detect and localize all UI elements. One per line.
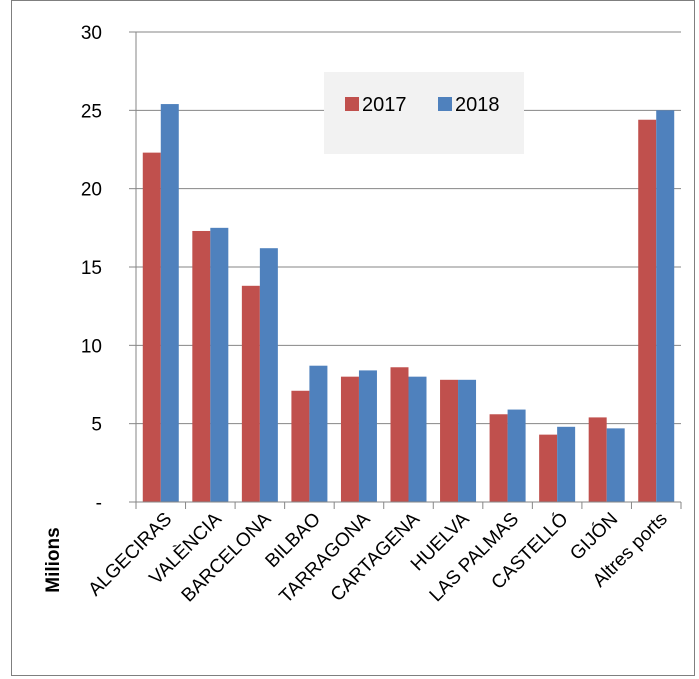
bar-2017 <box>192 230 211 502</box>
bar-2018 <box>606 428 625 502</box>
y-tick-label: 20 <box>81 180 102 201</box>
legend-label: 2017 <box>362 94 407 116</box>
bar-2017 <box>539 434 558 502</box>
bar-2017 <box>489 414 508 502</box>
bars <box>142 104 675 503</box>
legend: 2017 2018 <box>324 72 524 154</box>
bar-2017 <box>638 119 657 502</box>
bar-2018 <box>259 248 278 502</box>
legend-box <box>324 72 524 154</box>
bar-2017 <box>588 417 607 502</box>
bar-2018 <box>557 426 576 502</box>
bar-2018 <box>358 370 377 502</box>
y-tick-label: 10 <box>81 336 102 357</box>
y-tick-label: 30 <box>81 23 102 44</box>
axes <box>129 31 682 509</box>
bar-2018 <box>458 379 477 502</box>
bar-2018 <box>160 104 179 503</box>
x-tick-labels: ALGECIRASVALÈNCIABARCELONABILBAOTARRAGON… <box>85 508 672 608</box>
bar-2017 <box>390 367 409 502</box>
bar-2017 <box>340 376 359 502</box>
y-axis-label: Milions <box>43 527 64 592</box>
legend-swatch-2017 <box>345 97 359 111</box>
y-tick-label: 15 <box>81 258 102 279</box>
bar-2017 <box>291 390 310 502</box>
bar-2017 <box>241 285 260 502</box>
bar-2018 <box>507 409 526 502</box>
bar-2017 <box>440 379 459 502</box>
legend-label: 2018 <box>455 94 500 116</box>
y-tick-label: 5 <box>91 415 102 436</box>
y-tick-label: 25 <box>81 101 102 122</box>
bar-2018 <box>309 365 328 502</box>
y-tick-labels: - 5 10 15 20 25 30 <box>81 23 102 514</box>
y-tick-label: - <box>96 493 102 514</box>
bar-2017 <box>142 152 161 502</box>
bar-2018 <box>210 227 229 503</box>
bar-2018 <box>408 376 427 502</box>
legend-swatch-2018 <box>438 97 452 111</box>
bar-2018 <box>656 110 675 502</box>
